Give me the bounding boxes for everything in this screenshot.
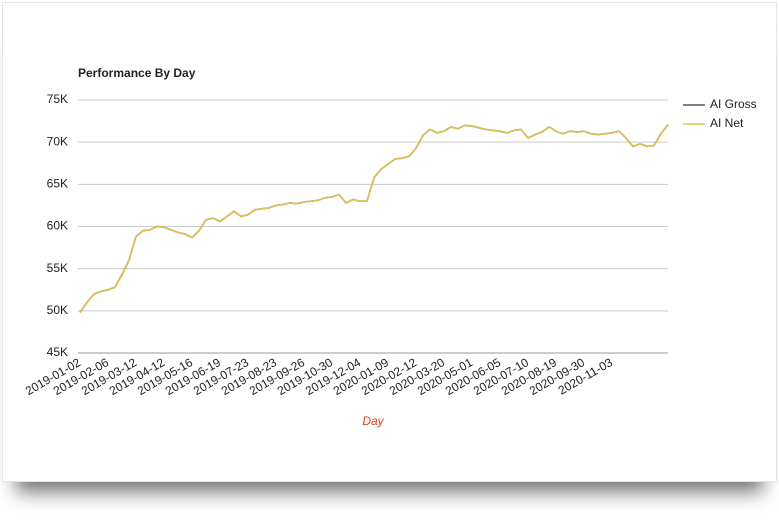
y-tick-label: 55K xyxy=(47,261,68,275)
y-tick-label: 70K xyxy=(47,134,68,148)
legend-label: AI Net xyxy=(710,116,744,130)
x-axis-title: Day xyxy=(362,414,384,428)
legend-label: AI Gross xyxy=(710,97,757,111)
y-tick-label: 45K xyxy=(47,345,68,359)
data-line xyxy=(79,124,669,313)
y-tick-label: 75K xyxy=(47,92,68,106)
y-tick-label: 65K xyxy=(47,177,68,191)
y-tick-label: 60K xyxy=(47,219,68,233)
data-line xyxy=(79,124,669,313)
y-tick-label: 50K xyxy=(47,303,68,317)
card xyxy=(2,2,777,482)
chart-title: Performance By Day xyxy=(78,66,196,80)
